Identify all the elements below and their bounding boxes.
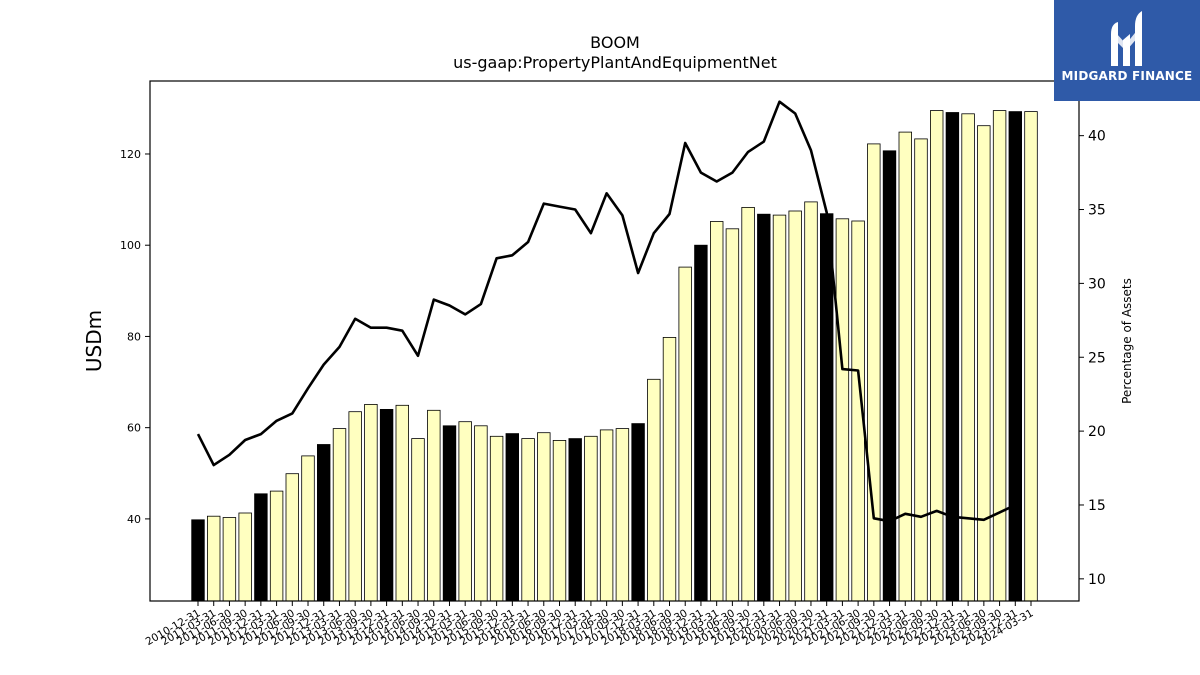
bar-2012-12-31 — [316, 444, 331, 602]
bar-2022-06-30 — [914, 138, 928, 602]
bar-2023-06-30 — [977, 125, 991, 602]
bar-2017-09-30 — [615, 428, 630, 602]
bar-2020-06-30 — [788, 210, 802, 602]
brand-name: MIDGARD FINANCE — [1061, 69, 1193, 83]
bar-2016-09-30 — [552, 439, 567, 602]
bar-2023-12-31 — [1008, 111, 1023, 602]
bar-2011-12-31 — [254, 493, 268, 602]
bar-2017-06-30 — [599, 429, 614, 602]
left-y-axis-label: USDm — [82, 310, 106, 372]
bar-2015-09-30 — [489, 435, 504, 602]
bar-2023-03-31 — [961, 113, 975, 602]
midgard-logo-icon — [1111, 11, 1142, 66]
bar-2022-09-30 — [930, 110, 944, 602]
bar-2016-03-31 — [521, 438, 535, 602]
bar-2018-09-30 — [678, 266, 692, 602]
bar-2024-03-31 — [1024, 111, 1038, 602]
bar-2011-03-31 — [206, 515, 221, 602]
line-layer — [196, 100, 1016, 523]
bars-layer — [191, 110, 1038, 602]
bar-2021-12-31 — [882, 150, 897, 602]
bar-2022-12-31 — [945, 112, 960, 602]
bar-2020-12-31 — [820, 213, 834, 602]
brand-logo: MIDGARD FINANCE — [1054, 0, 1200, 101]
bar-2013-09-30 — [364, 403, 378, 602]
bar-2019-06-30 — [725, 228, 740, 602]
right-y-tick-label: 25 — [1088, 350, 1106, 366]
bar-2017-03-31 — [584, 435, 598, 602]
chart-subtitle: us-gaap:PropertyPlantAndEquipmentNet — [453, 53, 777, 72]
bar-2011-09-30 — [238, 512, 252, 602]
bar-2022-03-31 — [898, 131, 913, 602]
right-y-tick-label: 30 — [1088, 276, 1106, 292]
bar-2014-12-31 — [442, 425, 457, 602]
bar-2014-03-31 — [395, 404, 410, 602]
right-y-tick-label: 20 — [1088, 424, 1106, 440]
bar-2015-06-30 — [474, 425, 488, 602]
left-y-axis: 40 60 80 100 120 — [120, 148, 150, 526]
bar-2015-03-31 — [458, 421, 472, 602]
bar-2017-12-31 — [631, 423, 645, 602]
bar-2018-03-31 — [647, 378, 661, 602]
bar-2013-12-31 — [379, 408, 394, 602]
left-y-tick-label: 80 — [127, 330, 141, 343]
bar-2019-03-31 — [710, 221, 724, 602]
bar-2018-06-30 — [662, 336, 677, 602]
bar-2010-12-31 — [191, 519, 205, 602]
bar-2016-12-31 — [568, 438, 582, 602]
bar-2023-09-30 — [992, 110, 1007, 602]
right-y-tick-label: 40 — [1088, 129, 1106, 145]
right-y-axis-label: Percentage of Assets — [1120, 278, 1134, 404]
right-y-tick-label: 10 — [1088, 572, 1106, 588]
left-y-tick-label: 40 — [127, 513, 141, 526]
right-y-tick-label: 15 — [1088, 498, 1106, 514]
plot-frame — [149, 80, 1080, 602]
bar-2020-03-31 — [772, 214, 787, 602]
bar-2021-09-30 — [867, 143, 881, 602]
bar-2012-03-31 — [269, 490, 284, 602]
left-y-tick-label: 100 — [120, 239, 141, 252]
bar-2019-09-30 — [741, 206, 755, 602]
left-y-tick-label: 60 — [127, 422, 141, 435]
bar-2014-09-30 — [427, 409, 441, 602]
bar-2020-09-30 — [804, 201, 818, 602]
bar-2015-12-31 — [505, 433, 520, 602]
bar-2013-03-31 — [332, 428, 347, 602]
bar-2014-06-30 — [411, 438, 425, 602]
bar-2021-03-31 — [835, 218, 850, 602]
bar-2012-06-30 — [285, 473, 300, 602]
bar-2019-12-31 — [757, 213, 771, 602]
right-y-tick-label: 35 — [1088, 203, 1106, 219]
x-axis: 2010-12-312011-03-312011-06-302011-09-30… — [144, 601, 1036, 648]
bar-2018-12-31 — [694, 244, 708, 602]
bar-2013-06-30 — [348, 411, 362, 602]
left-y-tick-label: 120 — [120, 148, 141, 161]
right-y-axis: 10 15 20 25 30 35 40 — [1079, 129, 1106, 588]
bar-2012-09-30 — [301, 455, 315, 602]
bar-2011-06-30 — [222, 517, 237, 602]
bar-2016-06-30 — [537, 432, 551, 602]
chart-title: BOOM — [590, 33, 640, 52]
